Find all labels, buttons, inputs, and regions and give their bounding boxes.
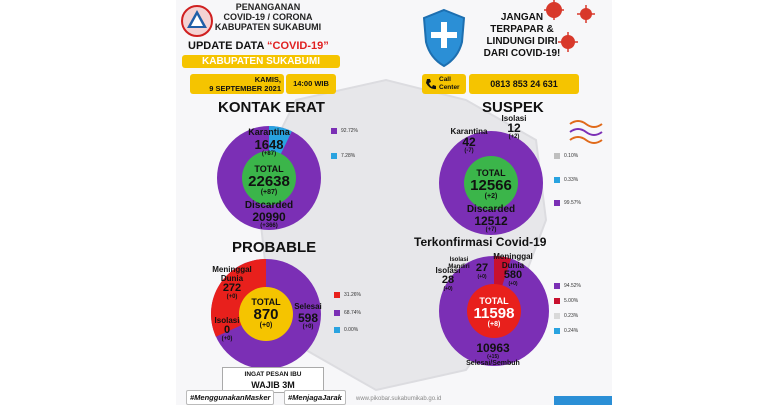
kontak-erat-discarded: Discarded 20990 (+366) <box>244 200 294 229</box>
legend-swatch <box>554 283 560 289</box>
legend-swatch <box>334 292 340 298</box>
kontak-erat-title: KONTAK ERAT <box>218 99 325 116</box>
hashtag-jarak: #MenjagaJarak <box>284 390 346 405</box>
suspek-donut <box>439 131 543 235</box>
hashtag-masker: #MenggunakanMasker <box>186 390 275 405</box>
probable-title: PROBABLE <box>232 239 317 256</box>
legend-label: 7.28% <box>341 153 356 159</box>
slogan: JANGAN TERPAPAR & LINDUNGI DIRI DARI COV… <box>483 12 561 59</box>
legend-label: 0.23% <box>564 313 579 319</box>
suspek-total: TOTAL 12566 (+2) <box>470 168 512 200</box>
shield-icon <box>422 8 466 68</box>
kontak-erat-karantina: Karantina 1648 (+87) <box>248 127 290 157</box>
call-center-number: 0813 853 24 631 <box>469 74 579 94</box>
terkonfirmasi-meninggal: Meninggal Dunia 580 (+0) <box>493 252 533 287</box>
legend-swatch <box>554 153 560 159</box>
probable-donut <box>210 259 321 369</box>
org-name: PENANGANAN COVID-19 / CORONA KABUPATEN S… <box>214 2 322 32</box>
brand-strip <box>554 396 612 405</box>
legend-swatch <box>554 177 560 183</box>
legend-label: 94.52% <box>564 283 581 289</box>
probable-isolasi: Isolasi 0 (+0) <box>214 316 240 342</box>
terkonfirmasi-isolasi-mandiri-value: 27 (+0) <box>475 262 489 281</box>
terkonfirmasi-isolasi-mandiri: Isolasi Mandiri <box>448 257 470 270</box>
probable-total: TOTAL 870 (+0) <box>251 297 281 329</box>
kontak-erat-total: TOTAL 22638 (+87) <box>248 164 290 196</box>
legend-label: 0.33% <box>564 177 579 183</box>
legend-label: 68.74% <box>344 310 361 316</box>
terkonfirmasi-total: TOTAL 11598 (+8) <box>473 296 515 328</box>
legend-swatch <box>554 328 560 334</box>
legend-label: 5.00% <box>564 298 579 304</box>
date-box: KAMIS, 9 SEPTEMBER 2021 <box>190 74 284 94</box>
legend-label: 0.10% <box>564 153 579 159</box>
infographic-poster: PENANGANAN COVID-19 / CORONA KABUPATEN S… <box>176 0 612 405</box>
legend-swatch <box>331 128 337 134</box>
legend-swatch <box>554 313 560 319</box>
suspek-title: SUSPEK <box>482 99 544 116</box>
suspek-discarded: Discarded 12512 (+7) <box>466 204 516 233</box>
probable-meninggal: Meninggal Dunia 272 (+0) <box>212 265 252 300</box>
legend-label: 31.26% <box>344 292 361 298</box>
legend-label: 99.57% <box>564 200 581 206</box>
legend-swatch <box>334 327 340 333</box>
legend-label: 0.00% <box>344 327 359 333</box>
pesan-ibu-box: INGAT PESAN IBU WAJIB 3M <box>222 367 324 393</box>
terkonfirmasi-donut <box>439 256 549 366</box>
legend-label: 0.24% <box>564 328 579 334</box>
legend-swatch <box>554 200 560 206</box>
legend-swatch <box>334 310 340 316</box>
region-banner: KABUPATEN SUKABUMI <box>182 55 340 68</box>
bnpb-logo-icon <box>181 5 213 37</box>
wave-decoration-icon <box>569 120 603 144</box>
call-center-box: Call Center <box>422 74 466 94</box>
update-title: UPDATE DATA “COVID-19” <box>188 40 329 52</box>
time-box: 14:00 WIB <box>286 74 336 94</box>
legend-swatch <box>554 298 560 304</box>
legend-swatch <box>331 153 337 159</box>
phone-icon <box>426 79 436 90</box>
virus-decoration-icon <box>544 0 595 52</box>
website-text: www.pikobar.sukabumikab.go.id <box>356 396 442 402</box>
terkonfirmasi-title: Terkonfirmasi Covid-19 <box>414 235 547 249</box>
terkonfirmasi-selesai: 10963 (+15) Selesai/Sembuh <box>466 341 520 367</box>
legend-label: 92.72% <box>341 128 358 134</box>
terkonfirmasi-isolasi: Isolasi 28 (+0) <box>435 266 461 292</box>
suspek-isolasi: Isolasi 12 (+2) <box>501 114 527 140</box>
probable-selesai: Selesai 598 (+0) <box>294 302 322 330</box>
kontak-erat-donut <box>217 125 321 230</box>
suspek-karantina: Karantina 42 (-7) <box>450 127 488 154</box>
